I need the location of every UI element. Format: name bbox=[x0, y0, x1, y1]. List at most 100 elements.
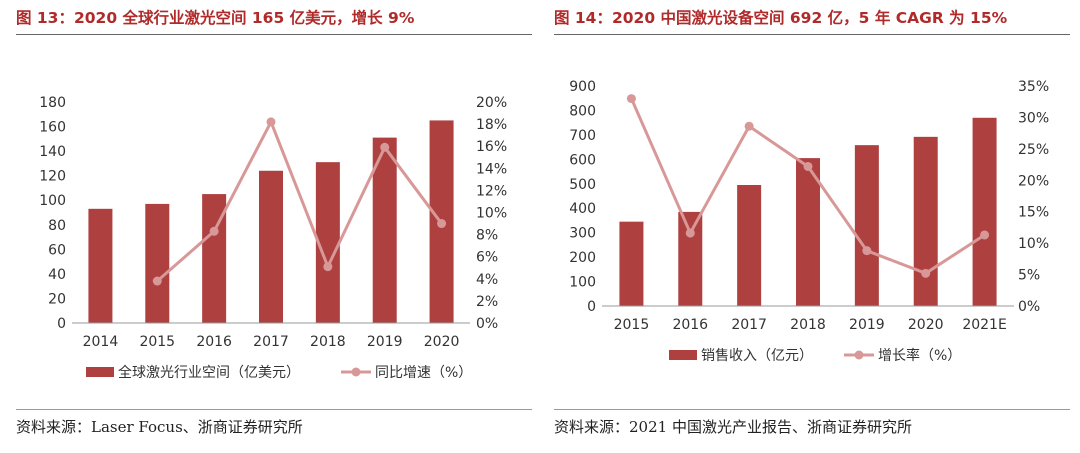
y-tick-label: 700 bbox=[569, 128, 596, 144]
growth-point bbox=[803, 161, 813, 171]
legend-line-marker bbox=[854, 350, 864, 360]
x-tick-label: 2014 bbox=[83, 334, 119, 350]
growth-point bbox=[744, 121, 754, 131]
chart-canvas: 0 20 40 60 80 100 120 140 160 180 0% 2% 4% 6% 8% 10% 12%… bbox=[39, 95, 507, 381]
y2-tick-label: 2% bbox=[476, 294, 498, 310]
source-divider bbox=[16, 409, 532, 410]
y-tick-label: 160 bbox=[39, 120, 66, 136]
x-tick-label: 2016 bbox=[672, 317, 708, 333]
bar-2015 bbox=[619, 221, 644, 306]
y-tick-label: 80 bbox=[48, 218, 66, 234]
y2-tick-label: 20% bbox=[476, 95, 507, 111]
growth-point bbox=[209, 226, 219, 236]
bar-2019 bbox=[372, 137, 397, 323]
y2-tick-label: 18% bbox=[476, 117, 507, 133]
y2-tick-label: 5% bbox=[1018, 268, 1040, 284]
y-tick-label: 800 bbox=[569, 103, 596, 119]
bar-2016 bbox=[678, 211, 703, 306]
legend-line-label: 增长率（%） bbox=[878, 347, 961, 364]
x-tick-label: 2018 bbox=[310, 334, 346, 350]
growth-point bbox=[921, 268, 931, 278]
y-tick-label: 900 bbox=[569, 79, 596, 95]
x-tick-label: 2015 bbox=[139, 334, 175, 350]
y-tick-label: 20 bbox=[48, 291, 66, 307]
x-tick-label: 2015 bbox=[614, 317, 650, 333]
chart-panel-china-laser: 图 14：2020 中国激光设备空间 692 亿，5 年 CAGR 为 15% … bbox=[554, 0, 1070, 453]
y2-tick-label: 10% bbox=[476, 206, 507, 222]
x-tick-label: 2017 bbox=[731, 317, 767, 333]
y2-tick-label: 4% bbox=[476, 272, 498, 288]
source-divider bbox=[554, 409, 1070, 410]
y-tick-label: 500 bbox=[569, 177, 596, 193]
y2-tick-label: 35% bbox=[1018, 79, 1049, 95]
y-tick-label: 40 bbox=[48, 267, 66, 283]
growth-point bbox=[266, 117, 276, 127]
bar-2017 bbox=[259, 170, 283, 323]
y-tick-label: 120 bbox=[39, 169, 66, 185]
growth-point bbox=[152, 276, 162, 286]
legend-bar-swatch bbox=[86, 367, 114, 377]
y2-tick-label: 15% bbox=[1018, 205, 1049, 221]
legend-bar-swatch bbox=[669, 350, 697, 360]
x-tick-label: 2021E bbox=[962, 317, 1006, 333]
title-divider bbox=[16, 34, 532, 35]
chart-title: 图 14：2020 中国激光设备空间 692 亿，5 年 CAGR 为 15% bbox=[554, 6, 1070, 32]
growth-point bbox=[980, 230, 990, 240]
y-tick-label: 600 bbox=[569, 152, 596, 168]
y2-tick-label: 30% bbox=[1018, 110, 1049, 126]
growth-line bbox=[156, 120, 443, 283]
x-tick-label: 2017 bbox=[253, 334, 289, 350]
bar-2021E bbox=[972, 117, 997, 307]
x-tick-label: 2016 bbox=[196, 334, 232, 350]
y-tick-label: 200 bbox=[569, 250, 596, 266]
y2-tick-label: 10% bbox=[1018, 236, 1049, 252]
y2-tick-label: 20% bbox=[1018, 173, 1049, 189]
x-tick-label: 2018 bbox=[790, 317, 826, 333]
chart-panel-global-laser: 图 13：2020 全球行业激光空间 165 亿美元，增长 9% 0 20 40 60… bbox=[16, 0, 532, 453]
bar-2018 bbox=[796, 158, 820, 306]
y-tick-label: 300 bbox=[569, 226, 596, 242]
y-tick-label: 100 bbox=[39, 193, 66, 209]
y2-tick-label: 14% bbox=[476, 161, 507, 177]
bar-2020 bbox=[913, 136, 938, 306]
y-tick-label: 100 bbox=[569, 275, 596, 291]
source-note: 资料来源：2021 中国激光产业报告、浙商证券研究所 bbox=[554, 418, 912, 436]
y2-tick-label: 0% bbox=[1018, 299, 1040, 315]
x-tick-label: 2019 bbox=[849, 317, 885, 333]
y2-tick-label: 16% bbox=[476, 139, 507, 155]
legend-line-label: 同比增速（%） bbox=[375, 365, 472, 381]
y2-tick-label: 12% bbox=[476, 183, 507, 199]
bar-2017 bbox=[737, 185, 762, 306]
legend-bar-label: 销售收入（亿元） bbox=[701, 348, 813, 364]
growth-point bbox=[862, 246, 872, 256]
y2-tick-label: 0% bbox=[476, 316, 498, 332]
x-tick-label: 2019 bbox=[367, 334, 403, 350]
y-tick-label: 0 bbox=[587, 299, 596, 315]
y-tick-label: 0 bbox=[57, 316, 66, 332]
source-note: 资料来源：Laser Focus、浙商证券研究所 bbox=[16, 418, 303, 436]
x-tick-label: 2020 bbox=[908, 317, 944, 333]
bar-2019 bbox=[854, 145, 879, 306]
chart-title-text: 图 14：2020 中国激光设备空间 692 亿，5 年 CAGR 为 15% bbox=[554, 9, 1008, 27]
legend-bar-label: 全球激光行业空间（亿美元） bbox=[118, 364, 300, 381]
bar-2015 bbox=[145, 203, 170, 323]
chart-title-text: 图 13：2020 全球行业激光空间 165 亿美元，增长 9% bbox=[16, 9, 415, 27]
y-tick-label: 140 bbox=[39, 144, 66, 160]
y-tick-label: 180 bbox=[39, 95, 66, 111]
chart-title: 图 13：2020 全球行业激光空间 165 亿美元，增长 9% bbox=[16, 6, 532, 32]
bar-2014 bbox=[88, 208, 113, 323]
y2-tick-label: 25% bbox=[1018, 142, 1049, 158]
growth-point bbox=[626, 94, 636, 104]
title-divider bbox=[554, 34, 1070, 35]
y-tick-label: 60 bbox=[48, 242, 66, 258]
legend-line-marker bbox=[351, 367, 361, 377]
growth-point bbox=[380, 142, 390, 152]
growth-point bbox=[437, 219, 447, 229]
y2-tick-label: 6% bbox=[476, 250, 498, 266]
growth-point bbox=[685, 228, 695, 238]
y-tick-label: 400 bbox=[569, 201, 596, 217]
x-tick-label: 2020 bbox=[424, 334, 460, 350]
chart-canvas: 0 100 200 300 400 500 600 700 800 900 0% 5% 10% 15% 20… bbox=[569, 79, 1049, 364]
growth-point bbox=[323, 262, 333, 272]
y2-tick-label: 8% bbox=[476, 228, 498, 244]
